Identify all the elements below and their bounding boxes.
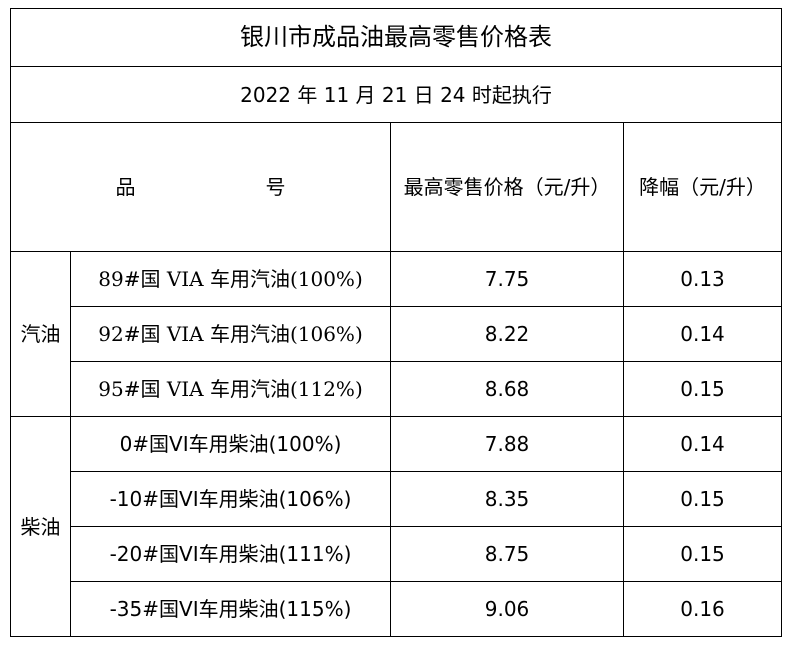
product-name: 95#国 VIA 车用汽油(112%) [70,361,391,417]
price-decrease: 0.15 [623,361,782,417]
price-decrease: 0.14 [623,306,782,362]
price-decrease: 0.14 [623,416,782,472]
max-price: 8.22 [390,306,624,362]
table-title: 银川市成品油最高零售价格表 [10,8,782,67]
table-row: 95#国 VIA 车用汽油(112%) 8.68 0.15 [11,361,782,417]
table-row: 汽油 89#国 VIA 车用汽油(100%) 7.75 0.13 [10,251,782,417]
price-decrease: 0.15 [623,471,782,527]
table-row: 柴油 0#国VI车用柴油(100%) 7.88 0.14 [10,416,782,637]
price-decrease: 0.15 [623,526,782,582]
header-decrease: 降幅（元/升） [623,122,782,252]
max-price: 8.68 [390,361,624,417]
max-price: 7.88 [390,416,624,472]
table-row: 92#国 VIA 车用汽油(106%) 8.22 0.14 [11,306,782,362]
group-label-diesel: 柴油 [10,416,71,637]
product-name: 89#国 VIA 车用汽油(100%) [70,251,391,307]
price-decrease: 0.16 [623,581,782,637]
product-name: 0#国VI车用柴油(100%) [70,416,391,472]
table-row: -20#国VI车用柴油(111%) 8.75 0.15 [11,526,782,582]
header-product: 品号 [10,122,391,252]
header-product-part2: 号 [265,175,286,199]
max-price: 9.06 [390,581,624,637]
product-name: -35#国VI车用柴油(115%) [70,581,391,637]
group-label-gasoline: 汽油 [10,251,71,417]
product-name: -10#国VI车用柴油(106%) [70,471,391,527]
header-max-price: 最高零售价格（元/升） [390,122,624,252]
price-table: 银川市成品油最高零售价格表 2022 年 11 月 21 日 24 时起执行 品… [10,8,782,637]
table-row: -35#国VI车用柴油(115%) 9.06 0.16 [11,581,782,637]
table-row: -10#国VI车用柴油(106%) 8.35 0.15 [11,471,782,527]
product-name: -20#国VI车用柴油(111%) [70,526,391,582]
max-price: 8.75 [390,526,624,582]
effective-date: 2022 年 11 月 21 日 24 时起执行 [10,66,782,123]
max-price: 7.75 [390,251,624,307]
product-name: 92#国 VIA 车用汽油(106%) [70,306,391,362]
header-product-part1: 品 [115,175,136,199]
price-decrease: 0.13 [623,251,782,307]
max-price: 8.35 [390,471,624,527]
